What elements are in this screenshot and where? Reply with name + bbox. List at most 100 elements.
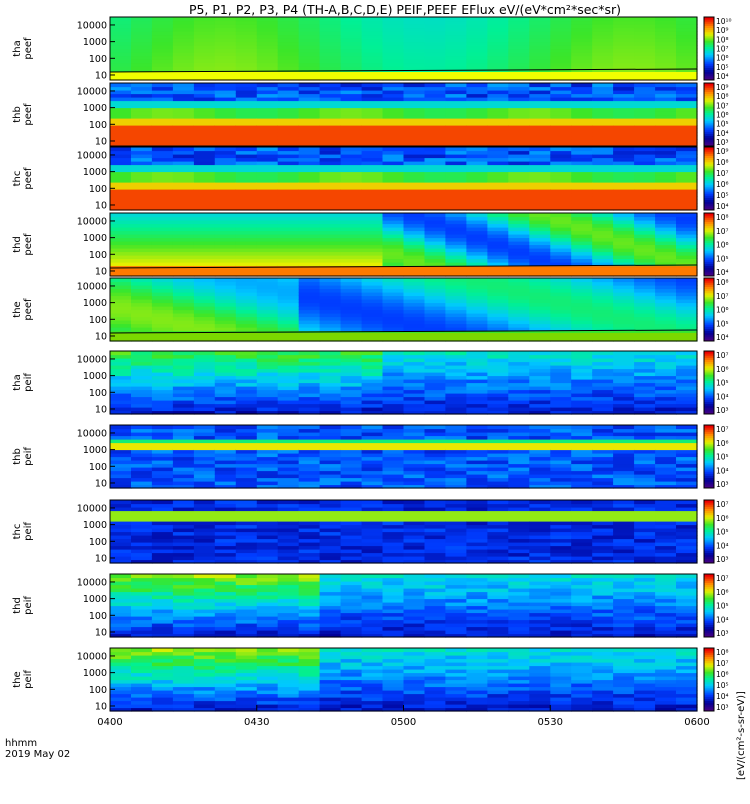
spectrogram-cell bbox=[445, 172, 467, 176]
spectrogram-cell bbox=[634, 313, 656, 317]
spectrogram-cell bbox=[592, 255, 614, 259]
spectrogram-cell bbox=[425, 241, 447, 245]
spectrogram-cell bbox=[487, 189, 509, 193]
spectrogram-cell bbox=[466, 158, 488, 162]
spectrogram-cell bbox=[152, 231, 174, 235]
spectrogram-cell bbox=[131, 158, 153, 162]
spectrogram-cell bbox=[445, 320, 467, 324]
y-axis-label: thcpeef bbox=[12, 167, 34, 190]
spectrogram-cell bbox=[341, 429, 363, 433]
spectrogram-cell bbox=[215, 303, 237, 307]
spectrogram-cell bbox=[278, 595, 300, 599]
spectrogram-cell bbox=[571, 425, 593, 429]
spectrogram-cell bbox=[194, 369, 216, 373]
spectrogram-cell bbox=[278, 278, 300, 282]
spectrogram-cell bbox=[613, 186, 635, 190]
spectrogram-cell bbox=[341, 521, 363, 525]
spectrogram-cell bbox=[425, 122, 447, 126]
spectrogram-cell bbox=[320, 471, 342, 475]
spectrogram-cell bbox=[110, 115, 132, 119]
spectrogram-cell bbox=[257, 518, 279, 522]
spectrogram-cell bbox=[278, 620, 300, 624]
spectrogram-cell bbox=[152, 262, 174, 266]
spectrogram-cell bbox=[215, 42, 237, 46]
spectrogram-cell bbox=[445, 227, 467, 231]
spectrogram-cell bbox=[592, 245, 614, 249]
spectrogram-cell bbox=[592, 429, 614, 433]
low-energy-band bbox=[110, 333, 697, 341]
spectrogram-cell bbox=[425, 481, 447, 485]
spectrogram-cell bbox=[341, 203, 363, 207]
spectrogram-cell bbox=[341, 320, 363, 324]
spectrogram-cell bbox=[508, 443, 530, 447]
spectrogram-cell bbox=[404, 108, 426, 112]
spectrogram-cell bbox=[550, 193, 572, 197]
colorbar-tick-label: 10³ bbox=[716, 406, 729, 415]
spectrogram-cell bbox=[257, 125, 279, 129]
spectrogram-cell bbox=[676, 306, 698, 310]
spectrogram-cell bbox=[236, 460, 258, 464]
spectrogram-cell bbox=[278, 59, 300, 63]
spectrogram-cell bbox=[215, 108, 237, 112]
spectrogram-cell bbox=[550, 439, 572, 443]
spectrogram-cell bbox=[529, 139, 551, 143]
spectrogram-cell bbox=[215, 457, 237, 461]
spectrogram-cell bbox=[529, 234, 551, 238]
spectrogram-cell bbox=[550, 609, 572, 613]
spectrogram-cell bbox=[152, 355, 174, 359]
spectrogram-cell bbox=[592, 115, 614, 119]
spectrogram-cell bbox=[236, 35, 258, 39]
spectrogram-cell bbox=[404, 535, 426, 539]
spectrogram-cell bbox=[383, 439, 405, 443]
spectrogram-cell bbox=[341, 450, 363, 454]
spectrogram-cell bbox=[508, 532, 530, 536]
spectrogram-cell bbox=[173, 464, 195, 468]
spectrogram-cell bbox=[404, 63, 426, 67]
spectrogram-cell bbox=[152, 386, 174, 390]
spectrogram-cell bbox=[173, 125, 195, 129]
spectrogram-cell bbox=[655, 97, 677, 101]
spectrogram-cell bbox=[404, 355, 426, 359]
spectrogram-cell bbox=[299, 66, 321, 70]
spectrogram-cell bbox=[215, 310, 237, 314]
spectrogram-cell bbox=[383, 90, 405, 94]
spectrogram-cell bbox=[299, 630, 321, 634]
spectrogram-cell bbox=[173, 101, 195, 105]
spectrogram-cell bbox=[236, 21, 258, 25]
colorbar-tick-label: 10⁸ bbox=[716, 35, 729, 44]
spectrogram-cell bbox=[131, 125, 153, 129]
spectrogram-cell bbox=[529, 252, 551, 256]
spectrogram-cell bbox=[152, 390, 174, 394]
spectrogram-cell bbox=[550, 115, 572, 119]
spectrogram-cell bbox=[550, 500, 572, 504]
spectrogram-cell bbox=[592, 556, 614, 560]
spectrogram-cell bbox=[508, 158, 530, 162]
spectrogram-cell bbox=[362, 429, 384, 433]
spectrogram-cell bbox=[550, 161, 572, 165]
spectrogram-cell bbox=[613, 24, 635, 28]
spectrogram-cell bbox=[466, 147, 488, 151]
spectrogram-cell bbox=[508, 457, 530, 461]
spectrogram-cell bbox=[676, 358, 698, 362]
spectrogram-cell bbox=[550, 213, 572, 217]
spectrogram-cell bbox=[299, 355, 321, 359]
spectrogram-cell bbox=[383, 511, 405, 515]
spectrogram-cell bbox=[383, 154, 405, 158]
spectrogram-cell bbox=[383, 31, 405, 35]
spectrogram-cell bbox=[466, 200, 488, 204]
spectrogram-cell bbox=[404, 511, 426, 515]
spectrogram-cell bbox=[131, 697, 153, 701]
spectrogram-cell bbox=[341, 292, 363, 296]
spectrogram-cell bbox=[173, 28, 195, 32]
colorbar-tick-label: 10⁴ bbox=[716, 392, 729, 401]
spectrogram-cell bbox=[383, 189, 405, 193]
spectrogram-cell bbox=[194, 289, 216, 293]
spectrogram-cell bbox=[341, 129, 363, 133]
spectrogram-cell bbox=[131, 690, 153, 694]
spectrogram-cell bbox=[194, 241, 216, 245]
spectrogram-cell bbox=[236, 28, 258, 32]
spectrogram-cell bbox=[613, 158, 635, 162]
spectrogram-cell bbox=[655, 196, 677, 200]
spectrogram-cell bbox=[257, 630, 279, 634]
spectrogram-cell bbox=[445, 203, 467, 207]
